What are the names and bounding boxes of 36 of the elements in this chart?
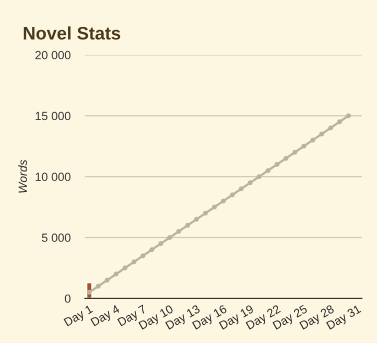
point <box>274 162 280 167</box>
point <box>185 222 190 228</box>
point <box>319 132 324 136</box>
y-tick-label: 20 000 <box>35 50 70 60</box>
y-axis-title: Words <box>18 160 27 193</box>
point <box>132 259 136 264</box>
point <box>140 253 146 258</box>
point <box>238 186 244 192</box>
point <box>158 241 164 246</box>
point <box>220 198 226 204</box>
chart-title: Novel Stats <box>24 26 120 40</box>
point <box>176 229 182 234</box>
point <box>114 272 119 276</box>
point <box>122 266 128 270</box>
point <box>328 126 334 130</box>
point <box>167 235 172 240</box>
point <box>96 284 101 289</box>
point <box>266 168 270 173</box>
point <box>194 216 199 222</box>
point <box>310 138 316 143</box>
point <box>149 247 154 252</box>
y-tick-label: 5 000 <box>42 234 70 242</box>
point <box>248 180 253 186</box>
point <box>230 192 235 198</box>
point <box>256 174 262 180</box>
point <box>337 119 342 124</box>
y-tick-label: 0 <box>64 294 70 303</box>
point <box>292 150 298 155</box>
point <box>346 113 351 118</box>
y-tick-label: 15 000 <box>36 112 70 120</box>
point <box>203 210 208 216</box>
point <box>104 278 110 283</box>
point <box>301 144 306 149</box>
point <box>212 204 217 210</box>
y-tick-label: 10 000 <box>36 172 70 182</box>
point <box>284 156 288 161</box>
